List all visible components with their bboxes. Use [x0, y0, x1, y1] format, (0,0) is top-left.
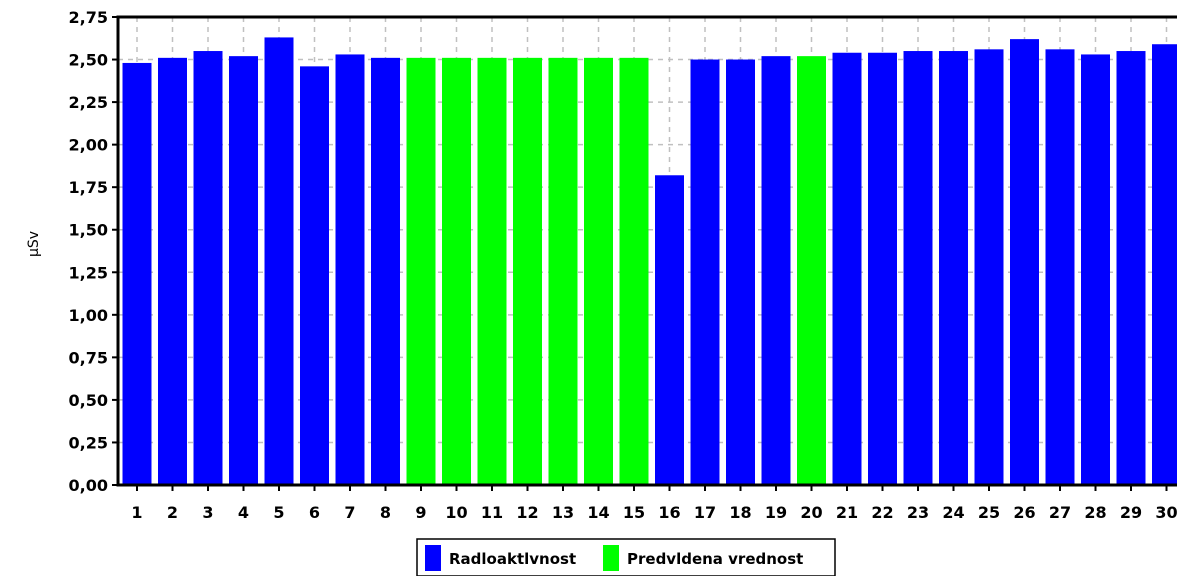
x-tick-label: 12 — [516, 503, 538, 522]
legend-swatch-1 — [425, 545, 441, 571]
bar-9 — [406, 57, 436, 486]
bar-6 — [300, 66, 329, 486]
y-tick-label: 2,75 — [69, 8, 108, 27]
y-tick-label: 1,75 — [69, 178, 108, 197]
x-tick-label: 15 — [623, 503, 645, 522]
y-tick-label: 0,75 — [69, 348, 108, 367]
x-tick-label: 28 — [1084, 503, 1106, 522]
y-tick-labels: 0,00 0,25 0,50 0,75 1,00 1,25 1,50 1,75 2,00 2,25… — [69, 8, 108, 495]
x-tick-label: 21 — [836, 503, 858, 522]
bar-19 — [761, 56, 791, 486]
x-tick-label: 6 — [309, 503, 320, 522]
y-tick-label: 1,50 — [69, 221, 108, 240]
x-tick-label: 9 — [415, 503, 426, 522]
bar-16 — [655, 175, 684, 485]
x-tick-label: 1 — [131, 503, 142, 522]
bar-25 — [974, 49, 1004, 486]
bar-24 — [939, 51, 968, 485]
bar-15 — [619, 57, 649, 486]
y-tick-label: 0,50 — [69, 391, 108, 410]
bar-5 — [264, 37, 294, 486]
bar-17 — [690, 59, 720, 485]
plot-frame — [116, 15, 1177, 487]
bar-14 — [584, 57, 613, 486]
x-tick-label: 22 — [871, 503, 893, 522]
y-tick-label: 1,25 — [69, 263, 108, 282]
bar-18 — [726, 59, 755, 485]
bar-13 — [548, 57, 578, 486]
x-tick-label: 7 — [344, 503, 355, 522]
x-tick-label: 8 — [380, 503, 391, 522]
bar-28 — [1081, 54, 1110, 485]
bar-8 — [371, 57, 400, 486]
x-tick-label: 20 — [800, 503, 822, 522]
bar-3 — [193, 51, 223, 485]
x-tick-label: 5 — [273, 503, 284, 522]
bar-7 — [335, 54, 365, 485]
x-tick-label: 24 — [942, 503, 964, 522]
y-tick-label: 2,25 — [69, 93, 108, 112]
x-tick-label: 18 — [729, 503, 751, 522]
x-tick-label: 4 — [238, 503, 249, 522]
y-tick-label: 2,50 — [69, 51, 108, 70]
y-tick-label: 0,00 — [69, 476, 108, 495]
y-tick-label: 1,00 — [69, 306, 108, 325]
bar-29 — [1116, 51, 1146, 485]
bar-2 — [158, 57, 187, 486]
bar-26 — [1010, 39, 1039, 486]
x-tick-label: 25 — [978, 503, 1000, 522]
bar-20 — [797, 56, 826, 486]
x-tick-label: 17 — [694, 503, 716, 522]
x-tick-label: 29 — [1120, 503, 1142, 522]
legend-swatch-2 — [603, 545, 619, 571]
x-tick-label: 3 — [202, 503, 213, 522]
bar-1 — [122, 62, 152, 485]
x-tick-label: 30 — [1155, 503, 1177, 522]
x-tick-label: 13 — [552, 503, 574, 522]
bar-11 — [477, 57, 507, 486]
x-tick-label: 23 — [907, 503, 929, 522]
bar-10 — [442, 57, 471, 486]
x-tick-label: 10 — [445, 503, 467, 522]
x-tick-label: 11 — [481, 503, 503, 522]
legend-box — [416, 538, 836, 576]
axes — [112, 15, 1177, 491]
x-tick-label: 14 — [587, 503, 609, 522]
legend: Radloaktlvnost Predvldena vrednost — [416, 538, 836, 576]
bar-30 — [1152, 44, 1177, 485]
bar-23 — [903, 51, 933, 485]
legend-label-1: Radloaktlvnost — [449, 550, 576, 568]
bar-22 — [868, 52, 897, 485]
bars — [122, 37, 1177, 486]
x-tick-label: 26 — [1013, 503, 1035, 522]
bar-4 — [229, 56, 258, 486]
x-tick-label: 2 — [167, 503, 178, 522]
bar-21 — [832, 52, 862, 485]
y-tick-label: 2,00 — [69, 136, 108, 155]
y-tick-label: 0,25 — [69, 433, 108, 452]
bar-12 — [513, 57, 542, 486]
legend-label-2: Predvldena vrednost — [627, 550, 803, 568]
bar-27 — [1045, 49, 1075, 486]
x-tick-label: 19 — [765, 503, 787, 522]
y-axis-title: µSv — [26, 231, 42, 257]
x-tick-label: 27 — [1049, 503, 1071, 522]
x-tick-label: 16 — [658, 503, 680, 522]
x-tick-labels: 1 2 3 4 5 6 7 8 9 10 11 12 13 14 15 16 17 18 19 20 21 22 23 24 2… — [131, 503, 1177, 522]
